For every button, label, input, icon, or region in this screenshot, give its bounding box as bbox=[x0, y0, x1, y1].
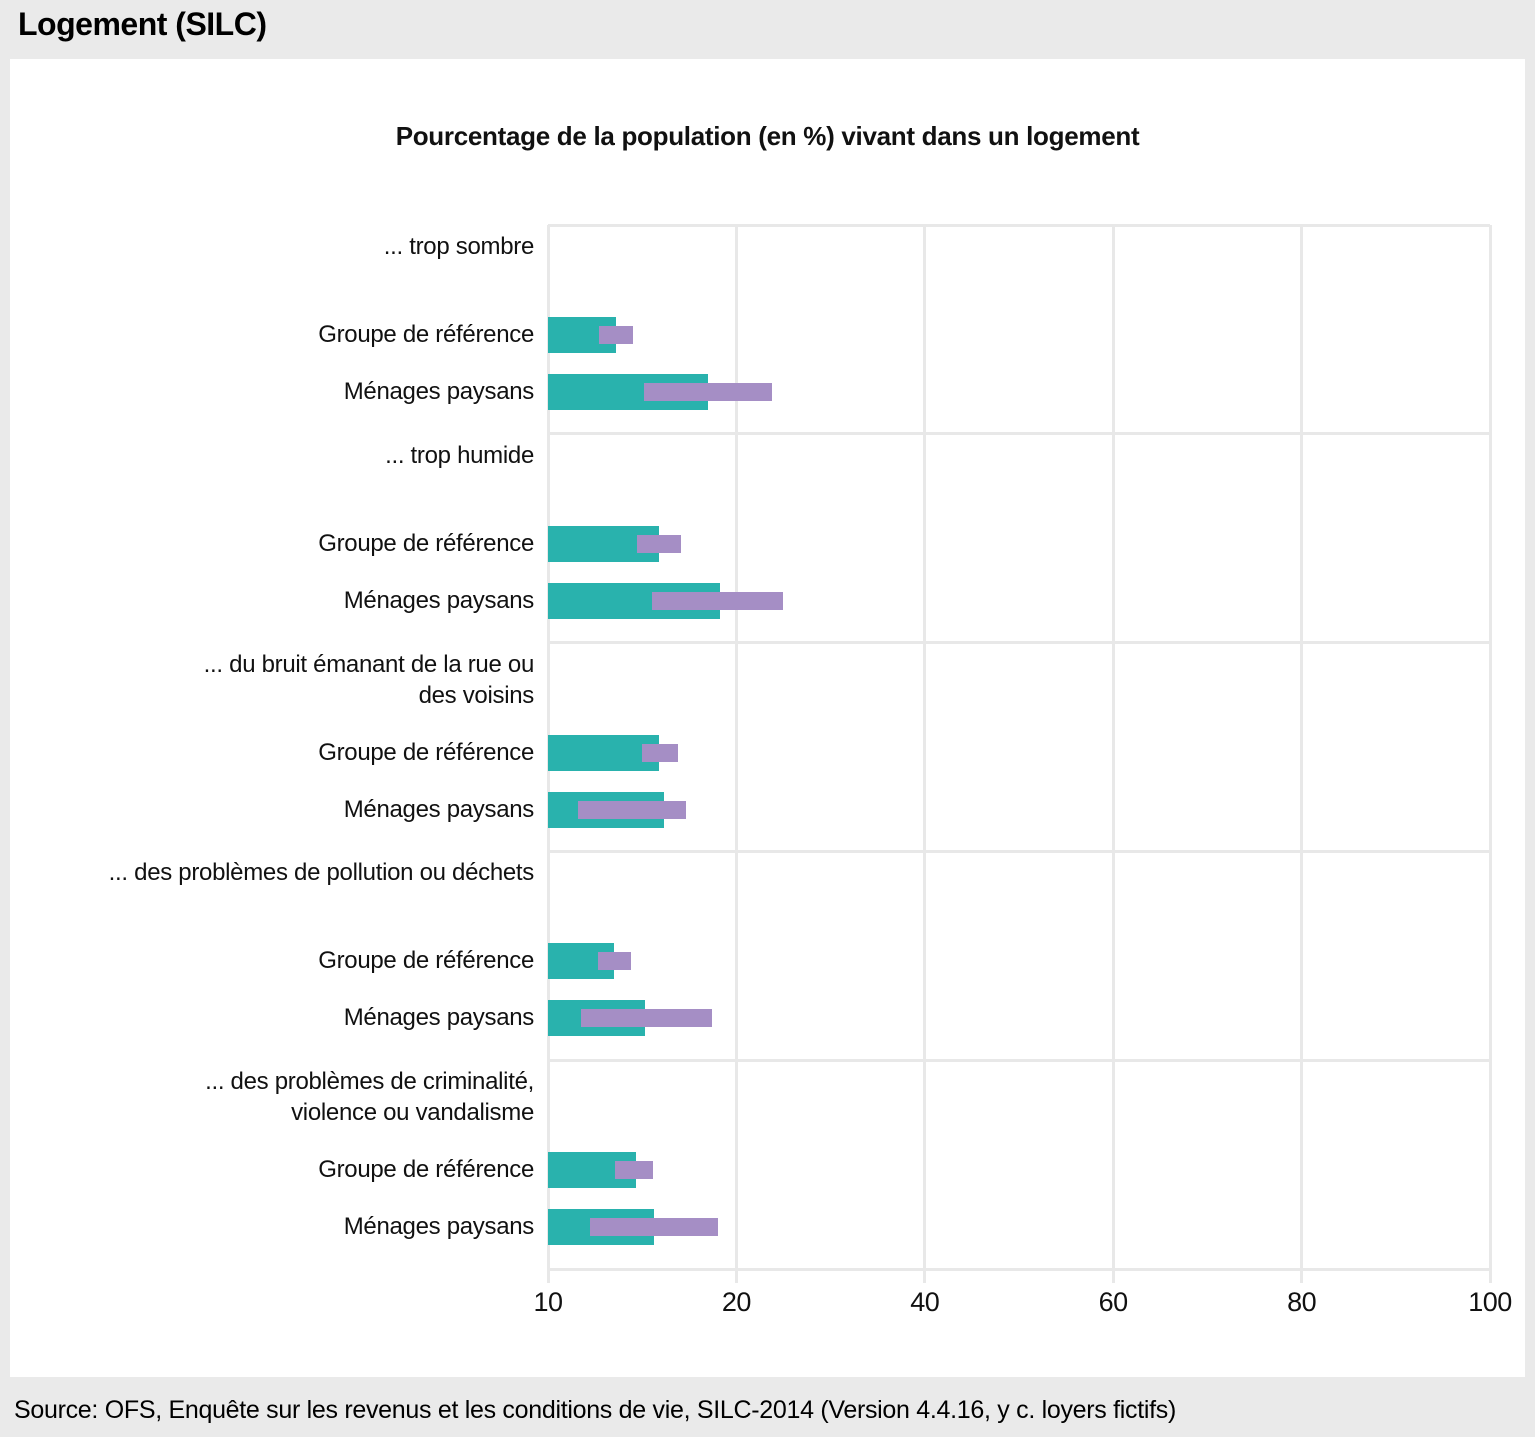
category-label-line: ... des problèmes de criminalité, bbox=[205, 1068, 534, 1096]
confidence-interval-bar bbox=[642, 743, 678, 762]
x-gridline bbox=[1488, 225, 1492, 1269]
x-tick-mark bbox=[546, 1269, 550, 1283]
confidence-interval-bar bbox=[590, 1218, 718, 1237]
row-label: Ménages paysans bbox=[343, 378, 535, 405]
x-tick-label: 60 bbox=[1098, 1287, 1129, 1317]
group-separator-line bbox=[548, 1058, 1490, 1062]
group-separator-line bbox=[548, 223, 1490, 227]
x-tick-mark bbox=[1488, 1269, 1492, 1283]
group-separator-line bbox=[548, 432, 1490, 436]
confidence-interval-bar bbox=[636, 534, 681, 553]
x-gridline bbox=[923, 225, 927, 1269]
row-label: Ménages paysans bbox=[343, 586, 535, 614]
x-tick-mark bbox=[734, 1269, 738, 1283]
row-label: Ménages paysans bbox=[343, 795, 535, 823]
category-label-line: ... trop sombre bbox=[383, 233, 535, 260]
row-label: Ménages paysans bbox=[343, 1213, 535, 1241]
x-gridline bbox=[734, 225, 738, 1269]
x-tick-mark bbox=[923, 1269, 927, 1283]
x-tick-label: 10 bbox=[533, 1287, 563, 1317]
confidence-interval-bar bbox=[580, 1009, 712, 1028]
category-label-line: ... du bruit émanant de la rue ou bbox=[203, 650, 535, 678]
category-label: ... trop sombre bbox=[10, 231, 535, 262]
category-label-line: ... des problèmes de pollution ou déchet… bbox=[108, 859, 535, 887]
x-tick-label: 100 bbox=[1468, 1287, 1512, 1317]
confidence-interval-bar bbox=[598, 326, 633, 344]
x-tick-label: 20 bbox=[721, 1287, 752, 1317]
plot-area bbox=[546, 223, 1492, 1283]
row-label: Groupe de référence bbox=[318, 321, 534, 348]
x-tick-label: 40 bbox=[910, 1287, 940, 1317]
x-tick-label: 80 bbox=[1287, 1287, 1317, 1317]
x-gridline bbox=[1300, 225, 1304, 1269]
category-label: ... des problèmes de criminalité, violenc… bbox=[10, 1066, 534, 1128]
category-label-line: ... trop humide bbox=[385, 441, 534, 469]
x-gridline bbox=[1111, 225, 1115, 1269]
group-separator-line bbox=[548, 641, 1490, 645]
chart-panel: Pourcentage de la population (en %) viva… bbox=[10, 59, 1525, 1377]
confidence-interval-bar bbox=[578, 800, 686, 819]
source-text: Source: OFS, Enquête sur les revenus et … bbox=[14, 1396, 1177, 1424]
category-label: ... du bruit émanant de la rue ou des voi… bbox=[10, 649, 535, 711]
x-tick-mark bbox=[1300, 1269, 1304, 1283]
confidence-interval-bar bbox=[614, 1161, 653, 1180]
page-title: Logement (SILC) bbox=[18, 6, 267, 42]
group-separator-line bbox=[548, 849, 1490, 853]
row-label: Groupe de référence bbox=[318, 947, 534, 975]
row-label: Groupe de référence bbox=[318, 529, 534, 557]
estimate-bar bbox=[548, 734, 660, 771]
category-label-line: des voisins bbox=[418, 681, 535, 709]
category-label: ... des problèmes de pollution ou déchet… bbox=[10, 857, 535, 888]
row-label: Groupe de référence bbox=[318, 738, 534, 766]
category-label: ... trop humide bbox=[10, 440, 534, 471]
confidence-interval-bar bbox=[651, 591, 784, 610]
confidence-interval-bar bbox=[644, 383, 773, 401]
confidence-interval-bar bbox=[597, 952, 631, 971]
row-label: Groupe de référence bbox=[318, 1156, 534, 1184]
row-label: Ménages paysans bbox=[343, 1004, 535, 1032]
group-separator-line bbox=[548, 1267, 1490, 1271]
chart-title: Pourcentage de la population (en %) viva… bbox=[395, 121, 1140, 151]
category-label-line: violence ou vandalisme bbox=[291, 1099, 534, 1127]
x-tick-mark bbox=[1111, 1269, 1115, 1283]
